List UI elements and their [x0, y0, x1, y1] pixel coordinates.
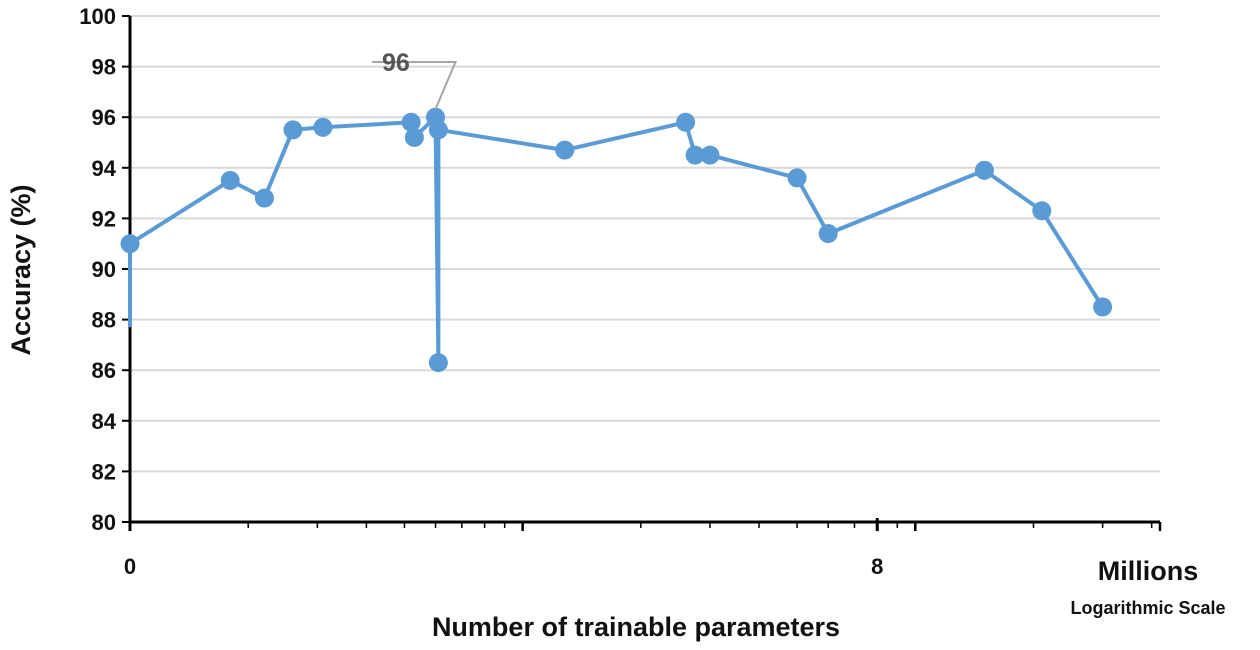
y-tick-label-100: 100 — [79, 4, 116, 29]
data-point-17 — [1032, 201, 1052, 221]
data-point-3 — [283, 120, 303, 140]
data-point-16 — [974, 160, 994, 180]
annotation-label-0: 96 — [382, 49, 410, 77]
y-tick-label-92: 92 — [92, 206, 116, 231]
data-point-0 — [120, 234, 140, 254]
data-point-6 — [404, 127, 424, 147]
annotations: 96 — [372, 49, 458, 110]
data-point-15 — [818, 224, 838, 244]
data-point-5 — [401, 112, 421, 132]
y-tick-label-80: 80 — [92, 510, 116, 535]
y-tick-label-84: 84 — [92, 409, 117, 434]
data-point-13 — [700, 145, 720, 165]
y-tick-label-96: 96 — [92, 105, 116, 130]
data-point-1 — [220, 170, 240, 190]
data-point-9 — [428, 120, 448, 140]
grid-lines — [130, 15, 1160, 473]
axes — [122, 15, 1162, 531]
y-tick-label-98: 98 — [92, 55, 116, 80]
y-tick-label-88: 88 — [92, 308, 116, 333]
data-point-12 — [685, 145, 705, 165]
x-axis-title: Number of trainable parameters — [432, 612, 840, 642]
data-point-10 — [555, 140, 575, 160]
series-accuracy — [120, 107, 1113, 373]
data-point-14 — [787, 168, 807, 188]
series-line-0 — [128, 115, 1105, 365]
y-tick-label-94: 94 — [92, 156, 117, 181]
y-tick-label-82: 82 — [92, 459, 116, 484]
data-point-2 — [254, 188, 274, 208]
data-point-11 — [676, 112, 696, 132]
x-tick-label-0: 0 — [124, 554, 136, 579]
x-axis-unit-label: Millions — [1098, 556, 1199, 586]
data-point-4 — [313, 117, 333, 137]
x-tick-label-8: 8 — [871, 554, 883, 579]
y-tick-label-90: 90 — [92, 257, 116, 282]
y-tick-labels: 80 82 84 86 88 90 92 94 96 98 100 — [79, 4, 116, 535]
y-tick-label-86: 86 — [92, 358, 116, 383]
annotation-leader-0 — [372, 61, 458, 110]
x-axis-scale-label: Logarithmic Scale — [1070, 598, 1225, 618]
y-axis-title: Accuracy (%) — [6, 184, 36, 355]
data-point-8 — [428, 353, 448, 373]
data-point-18 — [1093, 297, 1113, 317]
